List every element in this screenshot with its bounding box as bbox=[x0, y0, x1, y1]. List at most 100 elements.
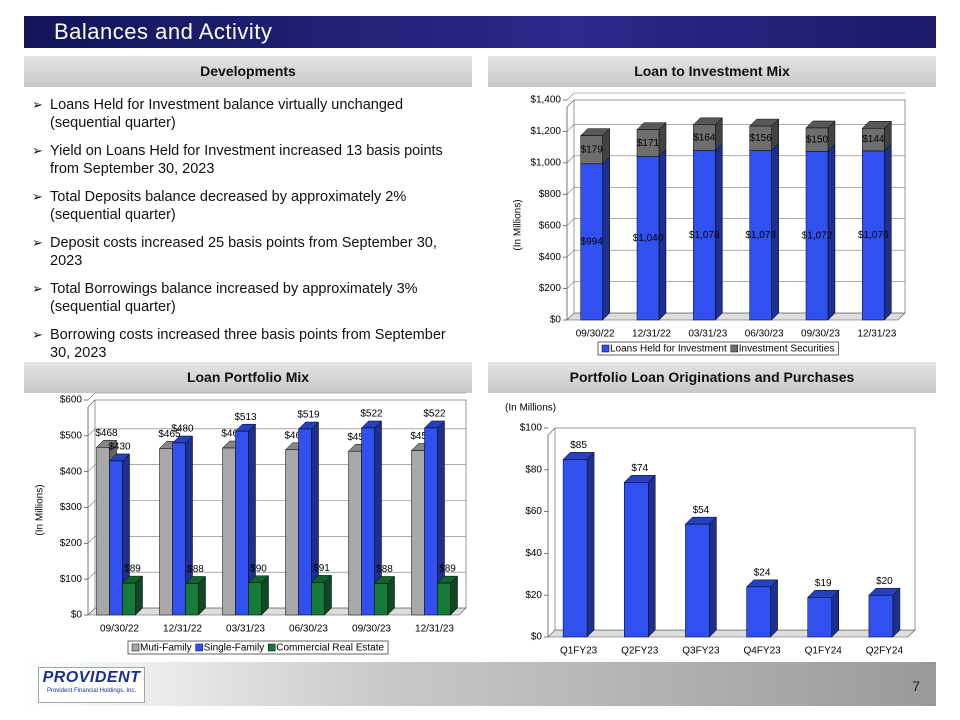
y-tick-label: $400 bbox=[539, 252, 562, 263]
value-label: $89 bbox=[439, 564, 456, 575]
value-label: $89 bbox=[124, 564, 141, 575]
section-heading: Loan to Investment Mix bbox=[488, 56, 936, 87]
grid-line bbox=[566, 281, 905, 289]
y-axis-wall bbox=[547, 427, 556, 436]
y-tick-label: $200 bbox=[60, 538, 83, 549]
x-tick-label: 09/30/22 bbox=[100, 624, 139, 635]
value-label: $457 bbox=[347, 432, 370, 443]
grid-line bbox=[87, 428, 466, 437]
legend-box bbox=[127, 640, 389, 655]
value-label: $74 bbox=[631, 463, 648, 474]
y-tick-label: $200 bbox=[539, 283, 562, 294]
bar-side bbox=[770, 579, 778, 638]
legend-box bbox=[597, 341, 839, 356]
footer-bar bbox=[24, 662, 936, 706]
legend-label: Investment Securities bbox=[739, 344, 835, 355]
page-number: 7 bbox=[912, 678, 920, 694]
bar bbox=[361, 427, 375, 616]
grid-line bbox=[566, 155, 905, 164]
bar bbox=[311, 582, 325, 616]
plot-area bbox=[554, 427, 916, 631]
value-label: $461 bbox=[284, 430, 307, 441]
grid-line bbox=[87, 536, 466, 544]
y-axis-label: (In Millions) bbox=[513, 199, 524, 250]
value-label: $1,072 bbox=[802, 230, 833, 241]
section-heading: Developments bbox=[24, 56, 472, 87]
bar-side bbox=[602, 156, 610, 321]
y-tick-label: $0 bbox=[531, 632, 543, 643]
x-tick-label: 03/31/23 bbox=[688, 329, 727, 340]
value-label: $1,040 bbox=[633, 233, 664, 244]
value-label: $144 bbox=[862, 134, 885, 145]
bar bbox=[624, 482, 649, 638]
value-label: $1,078 bbox=[689, 230, 720, 241]
bar bbox=[437, 582, 451, 616]
bar bbox=[109, 460, 123, 616]
y-tick-label: $0 bbox=[550, 315, 562, 326]
x-tick-label: 09/30/23 bbox=[801, 329, 840, 340]
y-axis-label: (In Millions) bbox=[505, 403, 556, 414]
value-label: $1,076 bbox=[858, 230, 889, 241]
value-label: $513 bbox=[234, 412, 257, 423]
bullet: Total Deposits balance decreased by appr… bbox=[32, 188, 464, 224]
grid-line bbox=[87, 392, 466, 401]
bar bbox=[222, 447, 236, 616]
bar bbox=[185, 583, 199, 616]
bar bbox=[411, 450, 425, 616]
y-tick-label: $800 bbox=[539, 189, 562, 200]
value-label: $994 bbox=[581, 237, 604, 248]
y-tick-label: $600 bbox=[60, 395, 83, 406]
value-label: $1,078 bbox=[745, 230, 776, 241]
y-tick-label: $1,400 bbox=[530, 95, 561, 106]
plot-area bbox=[573, 99, 906, 314]
y-tick-label: $300 bbox=[60, 502, 83, 513]
y-axis-wall bbox=[87, 399, 96, 408]
bar bbox=[636, 129, 660, 157]
value-label: $20 bbox=[876, 576, 893, 587]
value-label: $466 bbox=[221, 429, 244, 440]
value-label: $164 bbox=[693, 132, 716, 143]
value-label: $150 bbox=[806, 134, 829, 145]
bar bbox=[159, 448, 173, 616]
plot-floor bbox=[566, 312, 906, 321]
value-label: $88 bbox=[376, 564, 393, 575]
logo-name: PROVIDENT bbox=[42, 669, 141, 686]
value-label: $19 bbox=[815, 578, 832, 589]
bar bbox=[580, 135, 603, 165]
y-tick-label: $600 bbox=[539, 220, 562, 231]
value-label: $468 bbox=[95, 428, 118, 439]
value-label: $522 bbox=[360, 409, 383, 420]
value-label: $179 bbox=[581, 144, 604, 155]
bar-side bbox=[586, 451, 595, 638]
legend-swatch bbox=[268, 643, 276, 652]
bar bbox=[424, 427, 438, 616]
bar bbox=[685, 523, 710, 638]
value-label: $522 bbox=[423, 409, 446, 420]
legend-label: Single-Family bbox=[204, 643, 265, 654]
bar bbox=[285, 449, 299, 616]
grid-line bbox=[87, 500, 466, 508]
value-label: $156 bbox=[750, 133, 773, 144]
value-label: $430 bbox=[108, 442, 131, 453]
bar-side bbox=[892, 587, 901, 638]
x-tick-label: Q2FY23 bbox=[621, 646, 659, 657]
legend-swatch bbox=[131, 643, 140, 652]
x-tick-label: 06/30/23 bbox=[745, 329, 784, 340]
bar bbox=[693, 124, 716, 151]
y-tick-label: $1,000 bbox=[530, 157, 561, 168]
value-label: $459 bbox=[410, 431, 433, 442]
value-label: $90 bbox=[250, 563, 267, 574]
x-tick-label: Q3FY23 bbox=[682, 646, 720, 657]
grid-line bbox=[566, 124, 905, 132]
bar bbox=[298, 428, 312, 616]
grid-line bbox=[566, 312, 905, 321]
bar bbox=[562, 459, 588, 638]
bar bbox=[348, 450, 362, 616]
bar-side bbox=[648, 474, 656, 638]
bullet: Loans Held for Investment balance virtua… bbox=[32, 96, 464, 132]
y-axis-label: (In Millions) bbox=[35, 484, 46, 535]
x-tick-label: 03/31/23 bbox=[226, 624, 265, 635]
legend-label: Commercial Real Estate bbox=[276, 643, 384, 654]
